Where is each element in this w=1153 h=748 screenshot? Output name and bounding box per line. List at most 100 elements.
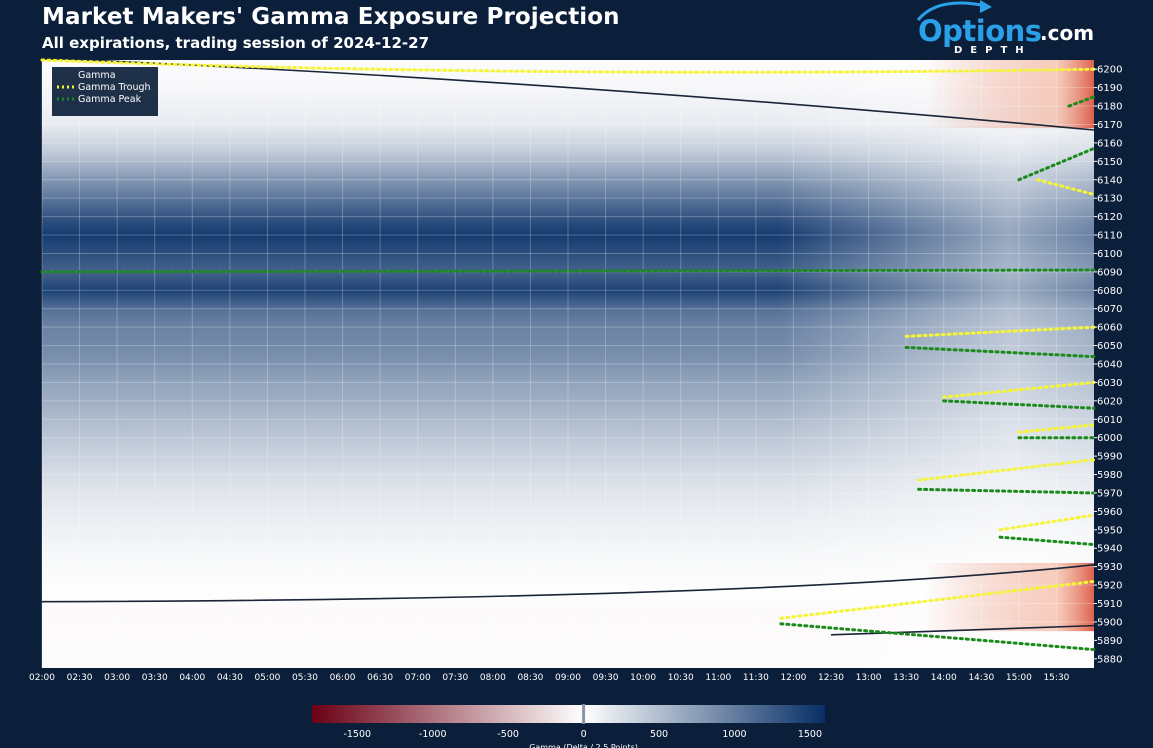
x-tick-label: 05:00 bbox=[254, 673, 280, 683]
x-tick-label: 04:00 bbox=[179, 673, 205, 683]
x-tick-label: 04:30 bbox=[217, 673, 243, 683]
y-tick-label: 6030 bbox=[1097, 378, 1122, 389]
x-tick-label: 08:30 bbox=[517, 673, 543, 683]
x-tick-label: 09:00 bbox=[555, 673, 581, 683]
chart-subtitle: All expirations, trading session of 2024… bbox=[42, 34, 430, 52]
gamma-trough-line-5 bbox=[917, 458, 1096, 482]
gamma-trough-line-6 bbox=[998, 513, 1096, 532]
y-tick-label: 5900 bbox=[1097, 617, 1122, 628]
colorbar-tick-label: 1000 bbox=[722, 729, 746, 740]
options-depth-logo: Options .com DEPTH bbox=[908, 0, 1108, 60]
x-tick-label: 09:30 bbox=[593, 673, 619, 683]
y-tick-label: 6050 bbox=[1097, 341, 1122, 352]
y-tick-label: 5970 bbox=[1097, 488, 1122, 499]
chart-title: Market Makers' Gamma Exposure Projection bbox=[42, 4, 620, 30]
y-tick-label: 6040 bbox=[1097, 360, 1122, 371]
y-tick-label: 5940 bbox=[1097, 544, 1122, 555]
y-tick-label: 6150 bbox=[1097, 157, 1122, 168]
y-tick-label: 6180 bbox=[1097, 102, 1122, 113]
y-tick-label: 6020 bbox=[1097, 396, 1122, 407]
x-tick-label: 02:00 bbox=[29, 673, 55, 683]
gamma-trough-line-4 bbox=[1017, 423, 1096, 434]
y-tick-label: 6000 bbox=[1097, 433, 1122, 444]
gamma-peak-line-6 bbox=[917, 487, 1096, 495]
colorbar-tick-label: -500 bbox=[497, 729, 519, 740]
y-tick-label: 6130 bbox=[1097, 194, 1122, 205]
y-tick-label: 6060 bbox=[1097, 323, 1122, 334]
x-tick-label: 10:30 bbox=[668, 673, 694, 683]
x-tick-label: 07:30 bbox=[442, 673, 468, 683]
y-tick-label: 6120 bbox=[1097, 212, 1122, 223]
x-tick-label: 13:00 bbox=[856, 673, 882, 683]
y-tick-label: 5890 bbox=[1097, 636, 1122, 647]
legend-label: Gamma bbox=[78, 70, 116, 81]
gamma-trough-line-1 bbox=[1036, 178, 1096, 196]
y-tick-label: 6110 bbox=[1097, 231, 1122, 242]
y-tick-label: 6170 bbox=[1097, 120, 1122, 131]
y-tick-label: 6160 bbox=[1097, 138, 1122, 149]
gamma-peak-line-0 bbox=[40, 268, 1096, 274]
y-tick-label: 6010 bbox=[1097, 415, 1122, 426]
x-tick-label: 14:30 bbox=[968, 673, 994, 683]
x-tick-label: 07:00 bbox=[405, 673, 431, 683]
y-tick-label: 6140 bbox=[1097, 175, 1122, 186]
x-tick-label: 10:00 bbox=[630, 673, 656, 683]
x-tick-label: 11:30 bbox=[743, 673, 769, 683]
y-tick-label: 5950 bbox=[1097, 525, 1122, 536]
x-tick-label: 02:30 bbox=[67, 673, 93, 683]
x-tick-label: 11:00 bbox=[705, 673, 731, 683]
gamma-trough-line-0 bbox=[40, 58, 1096, 74]
colorbar-tick-label: -1000 bbox=[419, 729, 447, 740]
x-tick-label: 03:30 bbox=[142, 673, 168, 683]
arrow-icon bbox=[916, 0, 992, 21]
y-tick-label: 6080 bbox=[1097, 286, 1122, 297]
x-tick-label: 08:00 bbox=[480, 673, 506, 683]
x-tick-label: 15:30 bbox=[1043, 673, 1069, 683]
gamma-peak-line-1 bbox=[1067, 95, 1096, 108]
x-tick-label: 06:30 bbox=[367, 673, 393, 683]
x-tick-label: 14:00 bbox=[931, 673, 957, 683]
logo-suffix-text: .com bbox=[1040, 21, 1095, 45]
x-tick-label: 13:30 bbox=[893, 673, 919, 683]
colorbar-tick-label: 1500 bbox=[798, 729, 822, 740]
gamma-peak-line-3 bbox=[904, 345, 1096, 359]
x-tick-label: 05:30 bbox=[292, 673, 318, 683]
gamma-trough-line-7 bbox=[779, 579, 1096, 620]
y-tick-label: 5930 bbox=[1097, 562, 1122, 573]
gamma-peak-line-8 bbox=[779, 622, 1096, 652]
y-tick-label: 5990 bbox=[1097, 452, 1122, 463]
y-tick-label: 5960 bbox=[1097, 507, 1122, 518]
colorbar-label: Gamma (Delta / 2.5 Points) bbox=[529, 743, 638, 748]
gamma-trough-line-2 bbox=[904, 325, 1096, 338]
logo-tagline-text: DEPTH bbox=[954, 45, 1032, 56]
x-tick-label: 12:00 bbox=[780, 673, 806, 683]
zero-gamma-contour-lower bbox=[41, 564, 1095, 603]
legend-label: Gamma Trough bbox=[78, 82, 151, 93]
y-tick-label: 6090 bbox=[1097, 267, 1122, 278]
y-tick-label: 5880 bbox=[1097, 654, 1122, 665]
grid-lines bbox=[41, 60, 1094, 668]
gamma-peak-line-7 bbox=[998, 535, 1096, 547]
colorbar-tick-label: 500 bbox=[650, 729, 668, 740]
gamma-peak-line-4 bbox=[942, 399, 1096, 410]
logo-main-text: Options bbox=[918, 14, 1042, 48]
y-tick-label: 6200 bbox=[1097, 65, 1122, 76]
gamma-trough-line-3 bbox=[942, 380, 1096, 399]
colorbar bbox=[312, 705, 825, 723]
legend-label: Gamma Peak bbox=[78, 94, 142, 105]
colorbar-tick-label: 0 bbox=[581, 729, 587, 740]
x-tick-label: 12:30 bbox=[818, 673, 844, 683]
x-tick-label: 06:00 bbox=[330, 673, 356, 683]
y-tick-label: 6100 bbox=[1097, 249, 1122, 260]
colorbar-tick-label: -1500 bbox=[343, 729, 371, 740]
y-tick-label: 5980 bbox=[1097, 470, 1122, 481]
x-tick-label: 03:00 bbox=[104, 673, 130, 683]
y-tick-label: 5910 bbox=[1097, 599, 1122, 610]
y-tick-label: 6190 bbox=[1097, 83, 1122, 94]
y-tick-label: 6070 bbox=[1097, 304, 1122, 315]
zero-gamma-contour-lower-inner bbox=[830, 624, 1095, 636]
heatmap-negative-zone-lower bbox=[718, 562, 1094, 632]
x-tick-label: 15:00 bbox=[1006, 673, 1032, 683]
